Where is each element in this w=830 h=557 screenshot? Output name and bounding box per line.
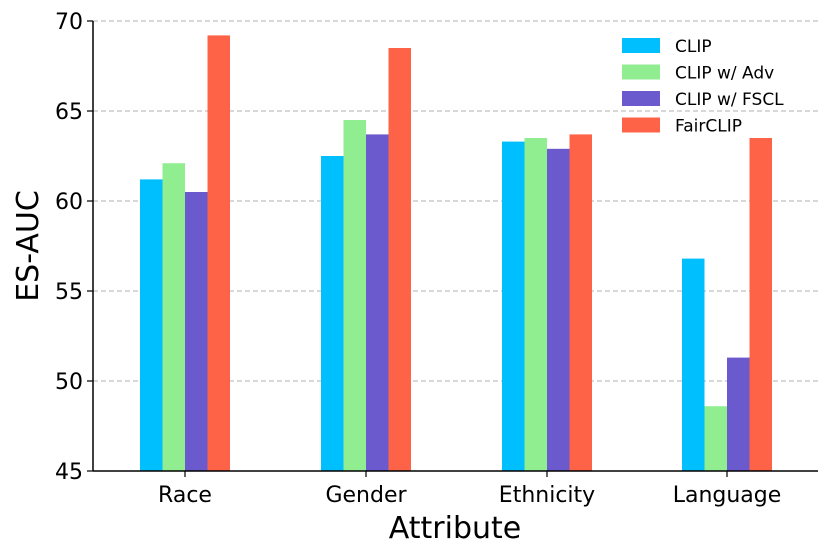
legend-label: FairCLIP [675,117,742,137]
bar-clip-w-fscl-language [727,357,750,471]
y-tick-label: 45 [55,460,83,485]
bar-clip-gender [321,156,344,471]
bars [140,35,772,472]
bar-fairclip-race [207,35,230,472]
bar-clip-race [140,179,163,471]
legend: CLIP CLIP w/ Adv CLIP w/ FSCL FairCLIP [622,37,784,137]
x-axis-title: Attribute [389,511,521,546]
y-ticks: 45 50 55 60 65 70 [55,10,93,485]
bar-clip-language [682,258,705,471]
legend-swatch [622,64,660,80]
bar-fairclip-ethnicity [569,134,592,471]
bar-clip-w-fscl-ethnicity [547,148,570,472]
bar-clip-w-fscl-gender [366,134,389,471]
legend-label: CLIP w/ FSCL [675,90,784,110]
legend-swatch [622,38,660,53]
x-tick-label: Language [673,483,782,508]
y-tick-label: 60 [55,190,83,215]
y-tick-label: 50 [55,370,83,395]
x-tick-label: Race [158,483,212,508]
bar-clip-w-fscl-race [185,192,208,471]
y-tick-label: 55 [55,280,83,305]
bar-clip-w-adv-ethnicity [524,138,547,471]
axes [92,21,818,472]
legend-swatch [622,117,660,133]
y-tick-label: 65 [55,100,83,125]
x-ticks: Race Gender Ethnicity Language [158,471,781,508]
bar-fairclip-gender [388,48,411,471]
bar-clip-w-adv-language [704,406,727,471]
y-axis-title: ES-AUC [11,190,46,302]
legend-swatch [622,91,660,106]
legend-label: CLIP [675,37,712,57]
bar-fairclip-language [749,138,772,471]
legend-label: CLIP w/ Adv [675,64,774,84]
bar-clip-w-adv-gender [343,120,366,471]
bar-clip-ethnicity [502,141,525,471]
x-tick-label: Ethnicity [499,483,595,508]
x-tick-label: Gender [325,483,407,508]
bar-clip-w-adv-race [162,163,185,471]
y-tick-label: 70 [55,10,83,35]
